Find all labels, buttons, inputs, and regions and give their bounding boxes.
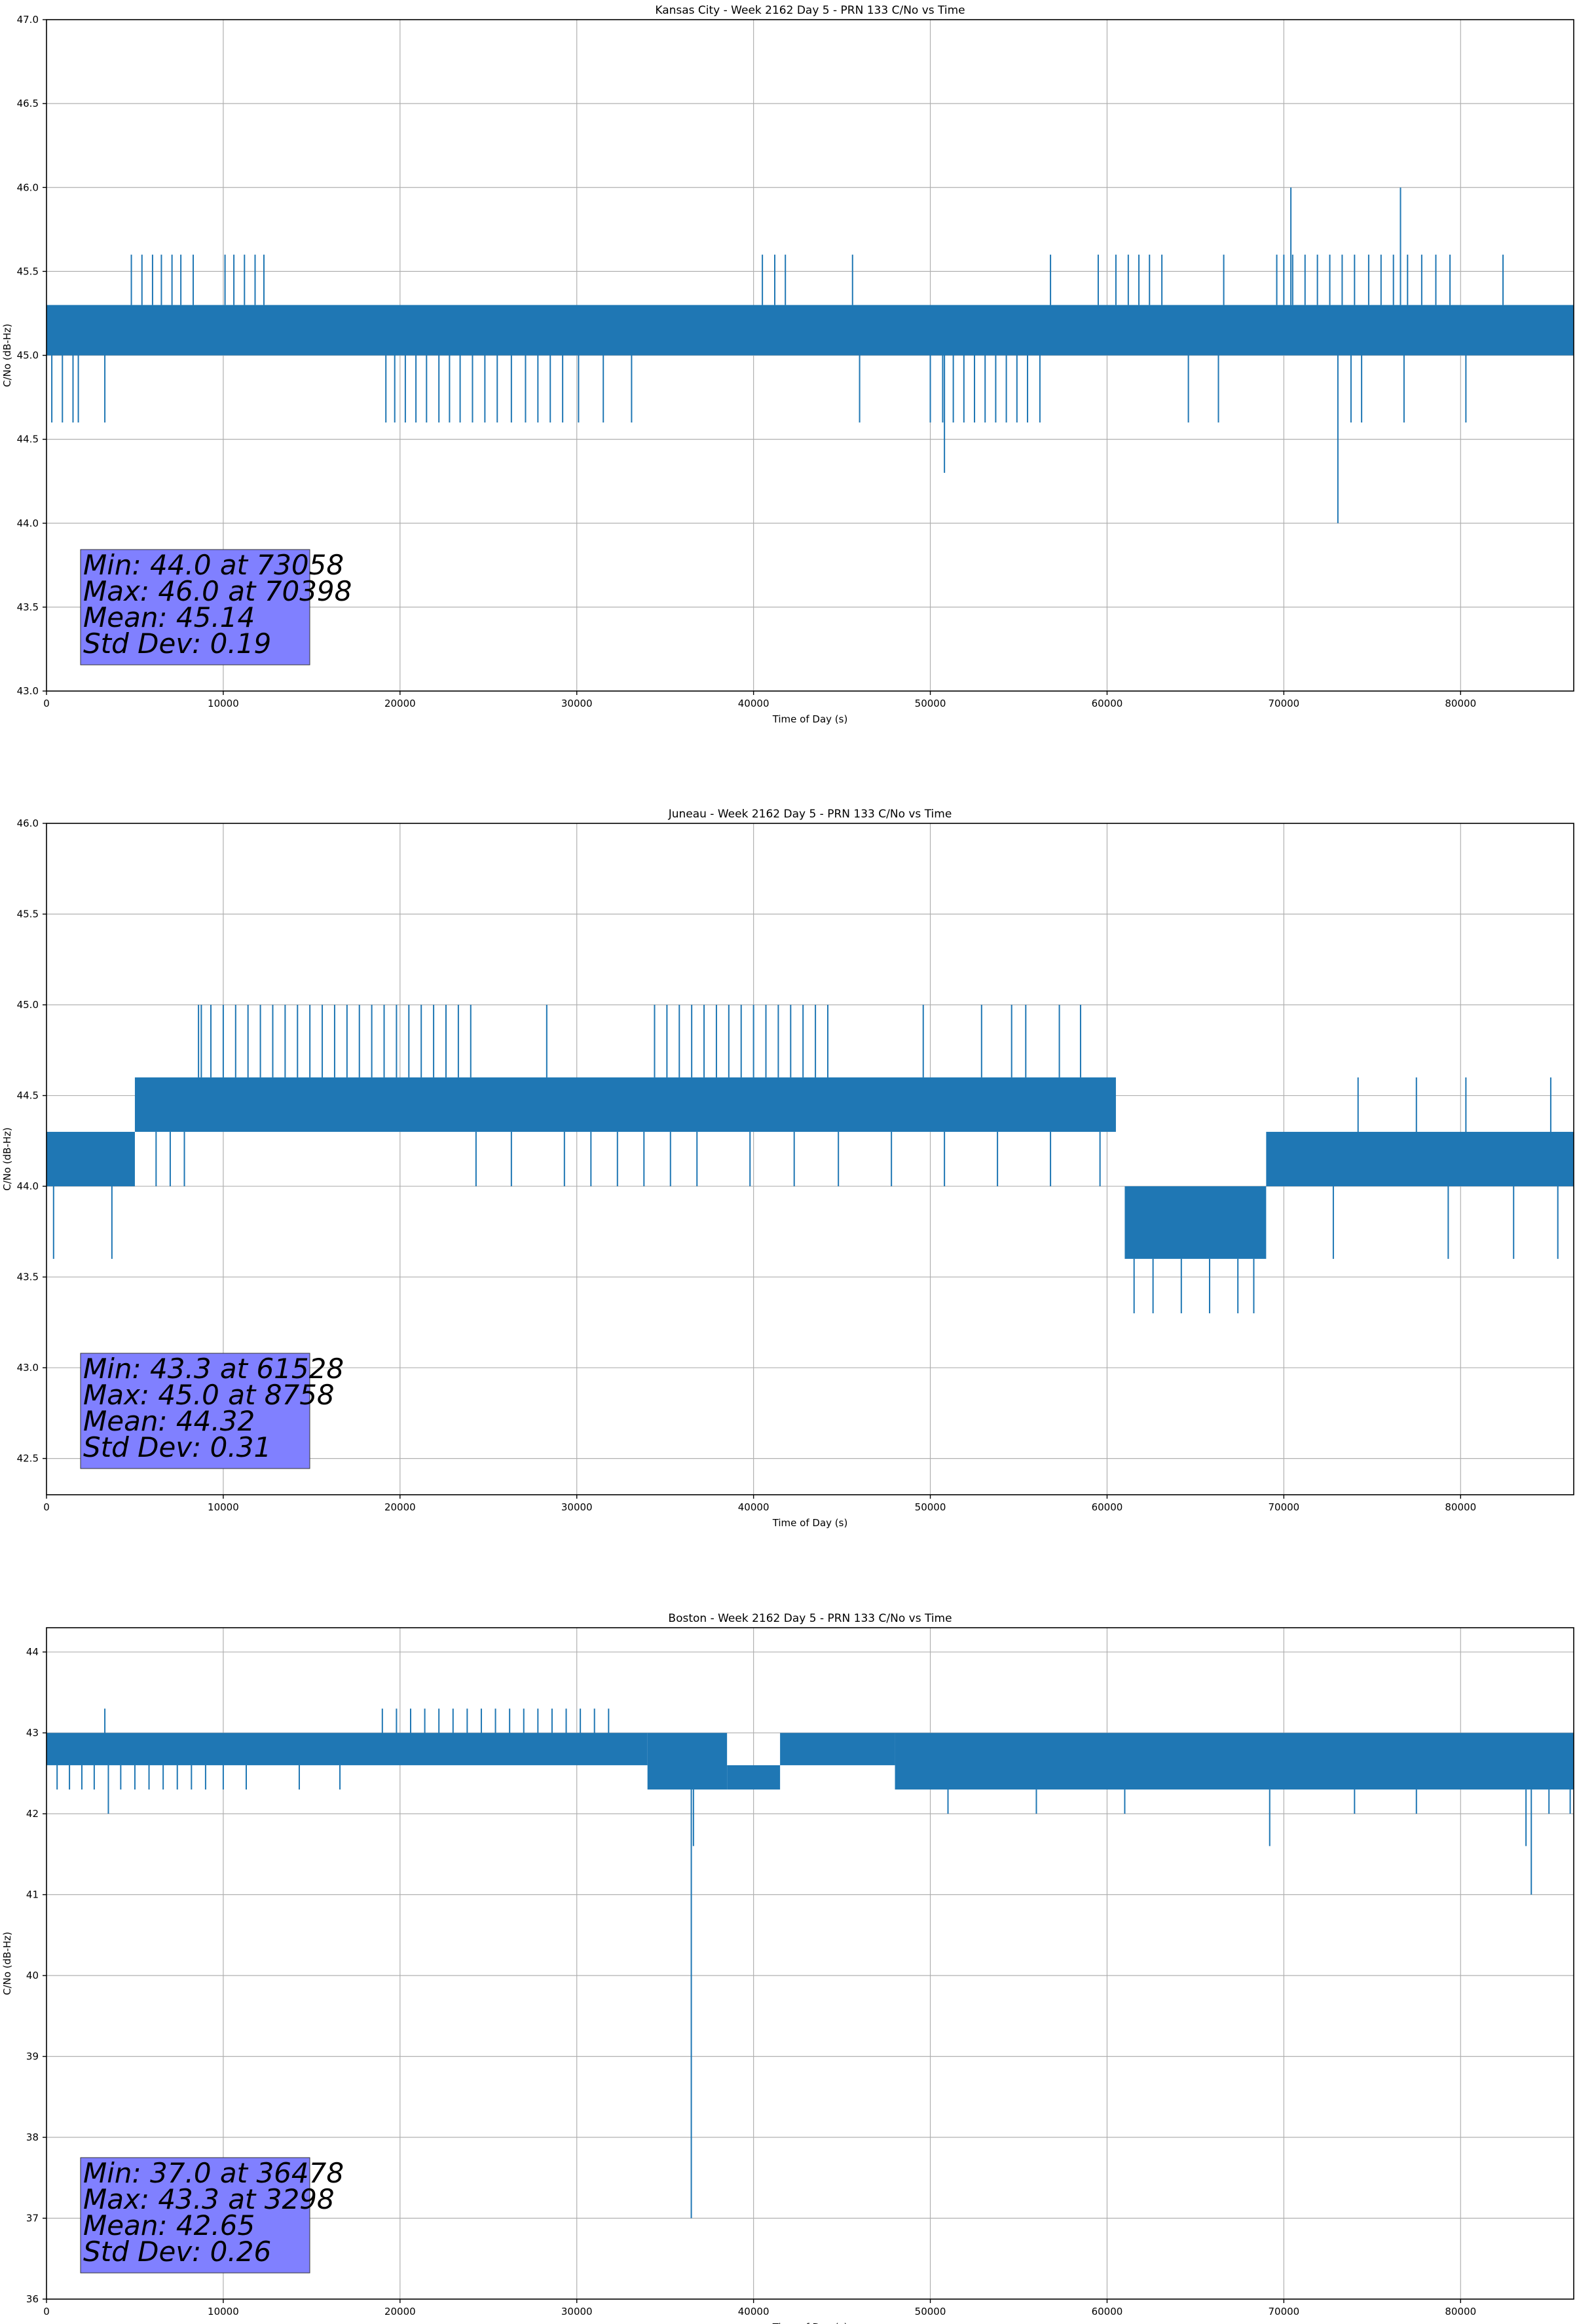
x-tick-label: 0 (43, 698, 50, 709)
x-tick-label: 20000 (384, 698, 416, 709)
series-cno (46, 1005, 1574, 1313)
x-tick-label: 80000 (1445, 698, 1476, 709)
x-tick-label: 50000 (915, 1501, 946, 1513)
y-tick-label: 46.0 (17, 817, 39, 829)
data-band (1266, 1131, 1574, 1187)
stats-line: Max: 45.0 at 8758 (83, 1379, 335, 1411)
stats-line: Min: 37.0 at 36478 (83, 2157, 344, 2189)
data-band (647, 1733, 728, 1790)
stats-line: Mean: 42.65 (83, 2209, 255, 2241)
y-tick-label: 47.0 (17, 14, 39, 26)
x-axis-label: Time of Day (s) (772, 2321, 848, 2324)
stats-line: Min: 43.3 at 61528 (83, 1353, 344, 1385)
y-tick-label: 43.0 (17, 685, 39, 697)
y-axis-label: C/No (dB-Hz) (1, 1127, 13, 1191)
x-tick-label: 10000 (208, 1501, 239, 1513)
stats-box-background (80, 1353, 310, 1469)
x-axis-label: Time of Day (s) (772, 1517, 848, 1529)
x-tick-label: 70000 (1268, 1501, 1299, 1513)
x-tick-label: 80000 (1445, 2306, 1476, 2317)
data-band (46, 1733, 648, 1765)
y-tick-label: 40 (26, 1970, 39, 1981)
x-tick-label: 60000 (1092, 1501, 1123, 1513)
x-tick-label: 10000 (208, 2306, 239, 2317)
chart-title: Kansas City - Week 2162 Day 5 - PRN 133 … (655, 4, 965, 17)
data-band (727, 1765, 781, 1790)
y-tick-label: 45.5 (17, 265, 39, 277)
y-tick-label: 45.0 (17, 999, 39, 1011)
x-tick-label: 80000 (1445, 1501, 1476, 1513)
y-tick-label: 41 (26, 1889, 39, 1901)
chart-title: Boston - Week 2162 Day 5 - PRN 133 C/No … (668, 1612, 952, 1625)
x-tick-label: 40000 (738, 698, 770, 709)
y-axis-label: C/No (dB-Hz) (1, 1932, 13, 1995)
y-tick-label: 44 (26, 1646, 39, 1658)
x-tick-label: 70000 (1268, 2306, 1299, 2317)
x-tick-label: 30000 (561, 698, 593, 709)
chart-panel-1: 0 10000 20000 30000 40000 50000 60000 70000 8000… (1, 4, 1574, 725)
y-tick-label: 42.5 (17, 1453, 39, 1465)
data-band (46, 1131, 135, 1187)
stats-line: Std Dev: 0.19 (83, 628, 271, 660)
x-tick-label: 60000 (1092, 2306, 1123, 2317)
y-tick-label: 43.5 (17, 601, 39, 613)
y-tick-label: 45.0 (17, 350, 39, 362)
data-band (1124, 1186, 1267, 1259)
y-tick-label: 44.0 (17, 1180, 39, 1192)
stats-line: Mean: 45.14 (83, 601, 255, 633)
chart-panel-2: 0 10000 20000 30000 40000 50000 60000 70000 8000… (1, 808, 1574, 1529)
x-tick-label: 40000 (738, 2306, 770, 2317)
plot-frame (46, 1627, 1574, 2300)
x-tick-label: 10000 (208, 698, 239, 709)
data-band (895, 1733, 1574, 1790)
x-tick-label: 20000 (384, 1501, 416, 1513)
x-axis-label: Time of Day (s) (772, 713, 848, 725)
x-tick-label: 60000 (1092, 698, 1123, 709)
x-tick-label: 30000 (561, 2306, 593, 2317)
x-tick-label: 30000 (561, 1501, 593, 1513)
stats-box-background (80, 549, 310, 665)
data-band (780, 1733, 895, 1765)
x-tick-label: 50000 (915, 698, 946, 709)
series-cno (46, 187, 1574, 523)
stats-line: Min: 44.0 at 73058 (83, 549, 344, 581)
y-tick-label: 38 (26, 2131, 39, 2143)
x-tick-label: 70000 (1268, 698, 1299, 709)
data-band (46, 305, 1574, 356)
x-tick-label: 40000 (738, 1501, 770, 1513)
stats-line: Mean: 44.32 (83, 1405, 255, 1437)
data-band (134, 1077, 1116, 1132)
x-tick-label: 0 (43, 1501, 50, 1513)
stats-box-background (80, 2157, 310, 2274)
chart-title: Juneau - Week 2162 Day 5 - PRN 133 C/No … (668, 808, 952, 821)
series-cno (46, 1708, 1574, 2219)
y-tick-label: 37 (26, 2213, 39, 2224)
y-tick-label: 42 (26, 1808, 39, 1820)
chart-panel-3: 0 10000 20000 30000 40000 50000 60000 70000 8000… (1, 1612, 1574, 2324)
x-tick-label: 0 (43, 2306, 50, 2317)
y-tick-label: 45.5 (17, 909, 39, 920)
y-tick-label: 44.0 (17, 517, 39, 529)
y-tick-label: 44.5 (17, 1090, 39, 1102)
y-tick-label: 36 (26, 2293, 39, 2305)
stats-line: Std Dev: 0.26 (83, 2236, 271, 2268)
y-tick-label: 39 (26, 2051, 39, 2063)
plot-frame (46, 823, 1574, 1495)
y-tick-label: 46.0 (17, 181, 39, 193)
y-tick-label: 44.5 (17, 434, 39, 445)
y-axis-label: C/No (dB-Hz) (1, 324, 13, 387)
stats-line: Max: 43.3 at 3298 (83, 2183, 335, 2215)
stats-line: Std Dev: 0.31 (83, 1431, 271, 1463)
y-tick-label: 43.5 (17, 1271, 39, 1283)
y-tick-label: 43.0 (17, 1362, 39, 1374)
y-tick-label: 43 (26, 1727, 39, 1739)
y-tick-label: 46.5 (17, 98, 39, 109)
stats-line: Max: 46.0 at 70398 (83, 575, 352, 607)
x-tick-label: 20000 (384, 2306, 416, 2317)
x-tick-label: 50000 (915, 2306, 946, 2317)
